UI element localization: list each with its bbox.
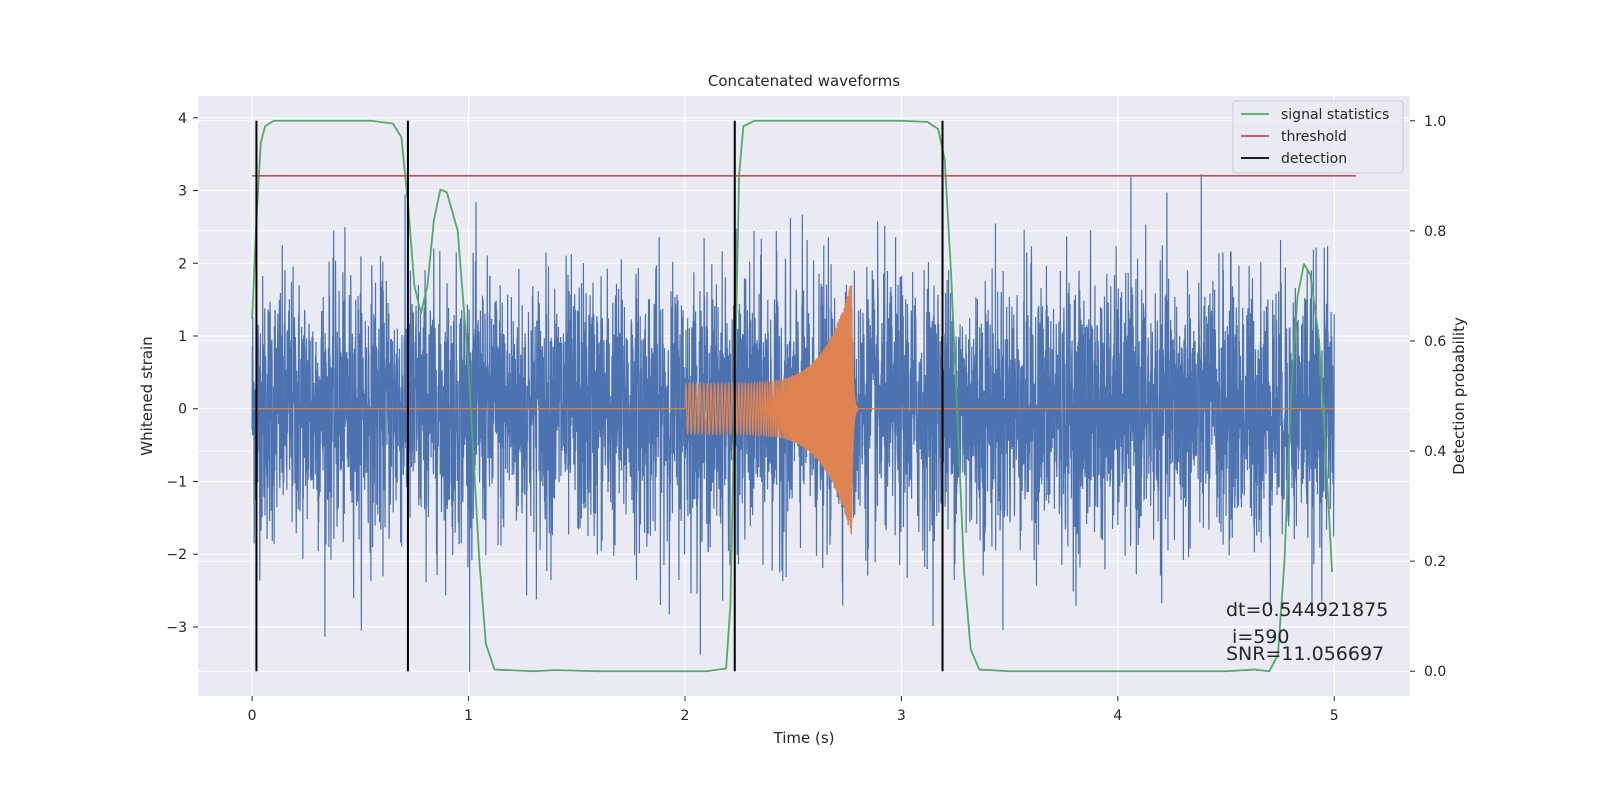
legend-label-threshold: threshold [1281, 129, 1347, 145]
y-tick-label: −3 [166, 620, 187, 636]
y-tick-label: 1 [178, 329, 187, 345]
signal-statistics-line [251, 119, 1333, 673]
y2-tick-label: 0.4 [1424, 444, 1446, 460]
y-tick-label: 2 [178, 256, 187, 272]
annotation-snr: SNR=11.056697 [1226, 643, 1384, 665]
annotation-index: i=590 [1226, 626, 1290, 648]
data-layer [251, 119, 1356, 673]
y2-tick-label: 1.0 [1424, 114, 1446, 130]
x-tick-label: 0 [248, 708, 257, 724]
legend-box [1232, 100, 1404, 174]
legend-label-signal-statistics: signal statistics [1281, 107, 1389, 123]
legend-label-detection: detection [1281, 151, 1347, 167]
axes: 0 1 2 3 4 5 −3 −2 −1 0 1 2 3 4 0.0 0.2 0.4 0.6 0.8 1.0 [166, 111, 1446, 724]
chirp-signal-line [252, 285, 1335, 535]
annotation-stats: dt=0.544921875 i=590 SNR=11.056697 [1226, 599, 1388, 665]
y-tick-label: −1 [166, 474, 187, 490]
y-tick-label: 3 [178, 184, 187, 200]
chart-title: Concatenated waveforms [708, 72, 900, 90]
x-tick-label: 5 [1330, 708, 1339, 724]
x-axis-label: Time (s) [773, 729, 835, 747]
y2-tick-label: 0.2 [1424, 554, 1446, 570]
legend: signal statistics threshold detection [1232, 100, 1404, 174]
y2-tick-label: 0.6 [1424, 334, 1446, 350]
y-tick-label: 4 [178, 111, 187, 127]
y2-axis-label: Detection probability [1450, 317, 1468, 475]
y-axis-label: Whitened strain [138, 336, 156, 455]
y-tick-label: −2 [166, 547, 187, 563]
x-tick-label: 2 [681, 708, 690, 724]
x-tick-label: 1 [464, 708, 473, 724]
y2-tick-label: 0.0 [1424, 664, 1446, 680]
y2-tick-label: 0.8 [1424, 224, 1446, 240]
y-tick-label: 0 [178, 402, 187, 418]
annotation-dt: dt=0.544921875 [1226, 599, 1388, 621]
x-tick-label: 4 [1113, 708, 1122, 724]
x-tick-label: 3 [897, 708, 906, 724]
